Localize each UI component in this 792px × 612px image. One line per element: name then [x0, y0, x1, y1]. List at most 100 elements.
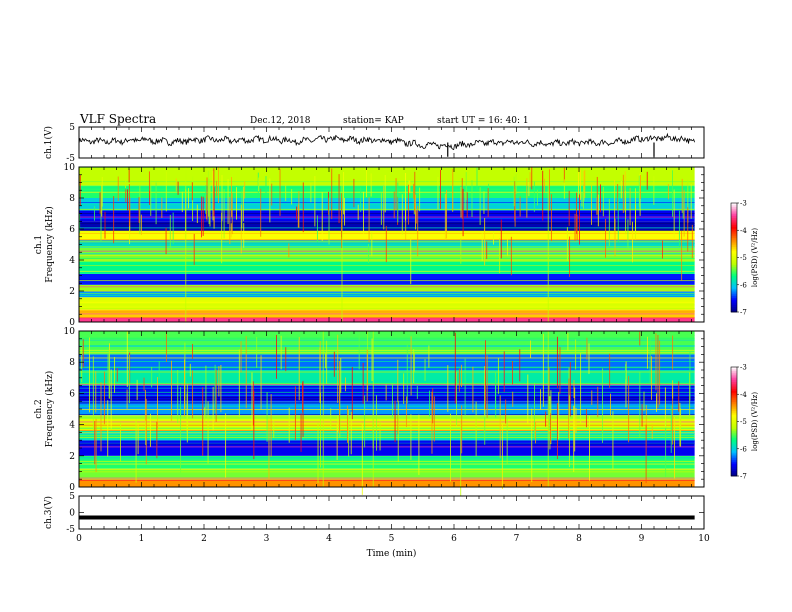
spectrogram-line [79, 202, 695, 203]
sferic-streak [569, 361, 571, 417]
transmitter-line [79, 446, 695, 448]
sferic-streak [302, 382, 303, 413]
sferic-streak [672, 170, 673, 217]
colorbar-segment [731, 228, 737, 231]
sferic-streak [99, 192, 101, 214]
spectrogram-line [79, 439, 695, 440]
sferic-streak [136, 379, 138, 400]
sferic-streak [575, 407, 577, 433]
y-tick-label: 5 [69, 492, 75, 502]
sferic-streak [376, 395, 377, 451]
spectrogram-line [79, 260, 695, 262]
transmitter-line [79, 250, 695, 252]
sferic-streak [629, 187, 631, 226]
ch1-waveform-panel: 5 -5 ch.1(V) [43, 123, 705, 164]
sferic-streak [265, 176, 267, 198]
colorbar-tick-label: -4 [740, 391, 747, 399]
sferic-streak [343, 171, 345, 215]
sferic-streak [617, 196, 619, 243]
transmitter-line [79, 463, 695, 465]
sferic-streak [651, 356, 652, 400]
sferic-streak [177, 181, 179, 195]
y-tick-label: 2 [69, 452, 75, 462]
sferic-streak [464, 358, 466, 416]
sferic-streak [681, 230, 683, 281]
sferic-streak [366, 349, 368, 402]
sferic-streak [549, 169, 550, 211]
colorbar-segment [731, 230, 737, 233]
y-axis-label-frequency: Frequency (kHz) [44, 206, 55, 283]
sferic-streak [406, 345, 408, 404]
colorbar-segment [731, 277, 737, 280]
spectrogram-line [79, 401, 695, 403]
spectrogram-line [79, 311, 695, 313]
sferic-streak [416, 386, 418, 400]
spectrogram-band [79, 167, 695, 186]
colorbar-segment [731, 374, 737, 377]
y-tick-label: 0 [69, 318, 75, 328]
sferic-streak [302, 380, 304, 437]
colorbar-segment [731, 386, 737, 390]
colorbar-segment [731, 268, 737, 271]
colorbar-segment [731, 262, 737, 266]
colorbar-segment [731, 288, 737, 291]
sferic-streak [476, 167, 478, 189]
sferic-streak [460, 186, 462, 218]
colorbar-segment [731, 281, 737, 284]
sferic-streak [229, 196, 231, 244]
y-tick-label: 10 [64, 327, 76, 337]
colorbar-segment [731, 397, 737, 401]
sferic-streak [410, 336, 412, 396]
sferic-streak [454, 332, 456, 404]
colorbar-segment [731, 210, 737, 213]
colorbar-segment [731, 368, 737, 372]
sferic-streak [397, 359, 399, 402]
sferic-streak [413, 349, 415, 384]
spectrogram-band [79, 479, 695, 487]
spectrogram-line [79, 209, 695, 211]
transmitter-line [79, 294, 695, 296]
spectrogram-line [79, 443, 695, 445]
sferic-streak [145, 420, 147, 446]
spectrogram-line [79, 390, 695, 392]
transmitter-line [79, 409, 695, 410]
spectrogram-line [79, 337, 695, 339]
sferic-streak [384, 174, 386, 213]
spectrogram-line [79, 243, 695, 245]
sferic-streak [193, 233, 195, 265]
sferic-streak [331, 168, 333, 220]
sferic-streak [371, 338, 373, 382]
sferic-streak [285, 183, 287, 201]
spectrogram-line [79, 345, 695, 347]
sferic-streak [345, 377, 346, 392]
colorbar-segment [731, 416, 737, 419]
colorbar-segment [731, 239, 737, 242]
sferic-streak [230, 223, 232, 238]
sferic-streak [348, 410, 350, 457]
sferic-streak [568, 378, 570, 439]
sferic-streak [487, 188, 489, 217]
sferic-streak [614, 218, 616, 257]
sferic-streak [649, 331, 651, 383]
sferic-streak [218, 167, 219, 203]
sferic-streak [79, 213, 81, 233]
colorbar-segment [731, 425, 737, 428]
sferic-streak [543, 178, 545, 193]
colorbar-segment [731, 434, 737, 437]
colorbar-segment [731, 452, 737, 455]
transmitter-line [79, 261, 695, 263]
sferic-streak [156, 421, 158, 459]
sferic-streak [95, 418, 97, 472]
colorbar-segment [731, 466, 737, 470]
sferic-streak [413, 168, 415, 215]
transmitter-line [79, 227, 695, 229]
sferic-streak [556, 336, 558, 389]
colorbar-segment [731, 259, 737, 262]
colorbar-segment [731, 470, 737, 473]
colorbar-segment [731, 385, 737, 388]
sferic-streak [116, 368, 118, 382]
colorbar-segment [731, 215, 737, 218]
sferic-streak [638, 175, 640, 208]
sferic-streak [672, 380, 674, 399]
